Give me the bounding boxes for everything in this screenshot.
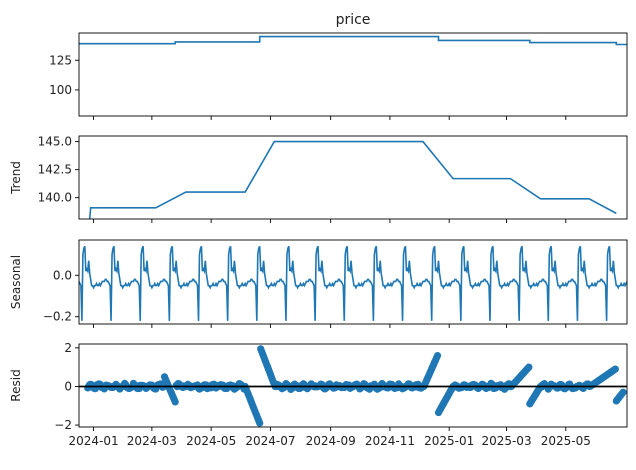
resid-point: [433, 351, 442, 360]
resid-point: [171, 398, 179, 406]
seasonal-ylabel: Seasonal: [9, 255, 23, 309]
resid-panel: −2 0 2 2024-01 2024-03 2024-05 2024-07 2024-09 2…: [9, 341, 628, 448]
x-tick-label: 2025-01: [424, 434, 474, 448]
resid-point: [525, 363, 533, 371]
seasonal-panel: −0.2 0.0 Seasonal: [9, 239, 628, 328]
y-tick-label: −0.2: [43, 310, 72, 324]
price-panel: 100 125 price: [49, 12, 628, 120]
resid-point: [256, 419, 264, 427]
y-tick-label: 125: [49, 53, 72, 67]
trend-axes-frame: [78, 135, 628, 220]
x-tick-label: 2024-11: [365, 434, 415, 448]
resid-point: [619, 388, 627, 396]
resid-axes-frame: [78, 343, 628, 428]
y-tick-label: 140.0: [38, 191, 72, 205]
x-tick-label: 2024-03: [127, 434, 177, 448]
y-tick-label: 100: [49, 83, 72, 97]
x-tick-label: 2025-05: [541, 434, 591, 448]
y-tick-label: 2: [64, 341, 72, 355]
price-title: price: [336, 12, 371, 28]
seasonal-line: [79, 245, 627, 321]
resid-point: [611, 365, 619, 373]
seasonal-series: [79, 245, 627, 321]
resid-ylabel: Resid: [9, 369, 23, 401]
price-series: [79, 35, 627, 46]
trend-series: [88, 140, 617, 219]
price-line: [79, 35, 627, 46]
price-axes-frame: [78, 32, 628, 117]
trend-ylabel: Trend: [9, 161, 23, 195]
x-tick-label: 2025-03: [481, 434, 531, 448]
x-tick-label: 2024-09: [306, 434, 356, 448]
x-tick-label: 2024-05: [186, 434, 236, 448]
seasonal-axes-frame: [78, 239, 628, 325]
trend-panel: 140.0 142.5 145.0 Trend: [9, 135, 628, 223]
y-tick-label: −2: [54, 418, 72, 432]
x-tick-label: 2024-07: [245, 434, 295, 448]
y-tick-label: 142.5: [38, 163, 72, 177]
y-tick-label: 0.0: [53, 268, 72, 282]
trend-line: [88, 140, 617, 219]
x-tick-label: 2024-01: [69, 434, 119, 448]
y-tick-label: 0: [64, 379, 72, 393]
y-tick-label: 145.0: [38, 135, 72, 149]
